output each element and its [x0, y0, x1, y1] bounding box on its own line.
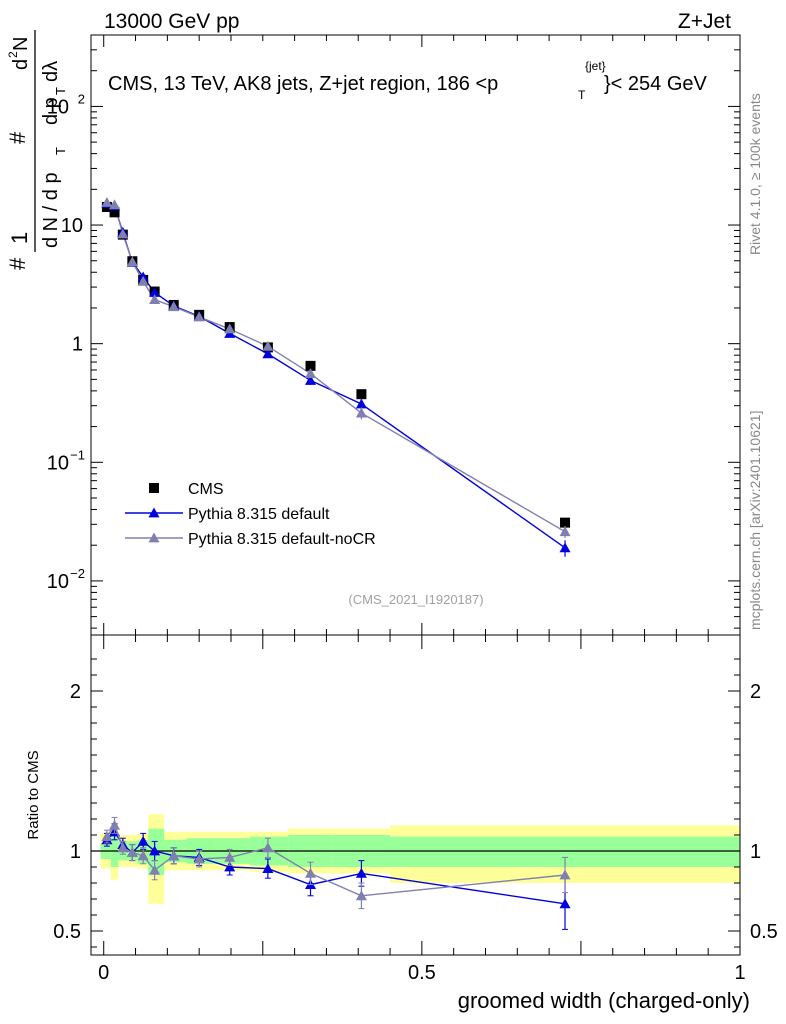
x-tick-label: 1: [734, 962, 745, 984]
bottom-panel: [91, 814, 740, 904]
nocr-ratio-point: [137, 850, 149, 861]
nocr-ratio-point: [117, 842, 129, 853]
nocr-point: [168, 301, 180, 312]
nocr-ratio-point: [126, 847, 138, 857]
y-tick-exponent: −1: [70, 447, 85, 462]
bottom-axis: 0.5 0.51 12 20 0.5 1: [53, 635, 778, 984]
ylabel-hash1: #: [5, 257, 30, 270]
y-tick-label: 10: [61, 215, 83, 237]
nocr-ratio-point: [355, 890, 367, 901]
ylabel-one: 1: [7, 232, 32, 244]
header-right: Z+Jet: [678, 10, 731, 33]
data-point: [305, 360, 316, 371]
y-tick-exponent: 2: [78, 91, 85, 106]
nocr-ratio-point: [559, 869, 571, 880]
nocr-ratio-point: [224, 851, 236, 862]
nocr-ratio-point: [168, 850, 180, 861]
ylabel-t2: T: [53, 87, 68, 95]
ylabel-dlam: dλ: [40, 61, 62, 82]
default-ratio-point: [559, 898, 571, 909]
y-tick-exponent: −2: [70, 566, 85, 581]
default-ratio-point: [224, 861, 236, 872]
nocr-ratio-point: [101, 831, 113, 841]
ylabel-d2: d: [10, 59, 32, 70]
legend-label-default: Pythia 8.315 default: [188, 506, 330, 523]
default-ratio-point: [355, 867, 367, 878]
bottom-series-layer: [101, 816, 571, 930]
panel-title-sup: {jet}: [585, 59, 606, 73]
default-point: [149, 286, 161, 297]
nocr-point: [262, 340, 274, 351]
nocr-point: [305, 368, 317, 378]
nocr-point: [224, 323, 236, 334]
rivet-version-label: Rivet 4.1.0, ≥ 100k events: [747, 93, 763, 255]
legend: CMS Pythia 8.315 default Pythia 8.315 defa…: [125, 481, 376, 548]
nocr-ratio-point: [262, 842, 274, 853]
ylabel-sq: 2: [6, 51, 20, 58]
ratio-tick-label-right: 0.5: [750, 921, 778, 943]
nocr-ratio-point: [109, 819, 121, 830]
default-point: [262, 348, 274, 359]
analysis-watermark: (CMS_2021_I1920187): [348, 592, 483, 607]
nocr-ratio-point: [193, 853, 205, 864]
default-point: [305, 374, 317, 385]
top-ylabel: # 1 d N / d p T # d p T dλ d 2 N: [5, 30, 68, 270]
nocr-point: [559, 526, 571, 537]
default-ratio-point: [262, 863, 274, 873]
y-tick-label: 10: [47, 571, 69, 593]
nocr-ratio-point: [149, 864, 161, 875]
uncertainty-band-inner: [103, 841, 111, 859]
ratio-tick-label-right: 2: [750, 681, 761, 703]
y-tick-label: 10: [47, 452, 69, 474]
default-ratio-point: [137, 835, 149, 846]
header-left: 13000 GeV pp: [104, 10, 239, 33]
ylabel-hash2: #: [5, 131, 30, 144]
ratio-tick-label-right: 1: [750, 841, 761, 863]
x-axis-label: groomed width (charged-only): [458, 988, 750, 1013]
panel-title-sub: T: [578, 88, 586, 102]
nocr-point: [137, 275, 149, 286]
legend-label-data: CMS: [188, 481, 224, 498]
panel-title-suffix: }< 254 GeV: [604, 73, 708, 95]
y-tick-label: 10: [47, 96, 69, 118]
legend-marker-data: [149, 483, 159, 493]
ylabel-t1: T: [53, 147, 68, 155]
x-tick-label: 0.5: [408, 962, 436, 984]
data-point: [109, 207, 120, 218]
y-tick-label: 1: [72, 334, 83, 356]
bottom-frame: [90, 634, 741, 956]
ratio-tick-label: 0.5: [53, 921, 81, 943]
legend-label-nocr: Pythia 8.315 default-noCR: [188, 531, 376, 548]
x-tick-label: 0: [98, 962, 109, 984]
ratio-ylabel: Ratio to CMS: [25, 750, 42, 839]
mcplots-label: mcplots.cern.ch [arXiv:2401.10621]: [747, 411, 763, 630]
ratio-tick-label: 2: [70, 681, 81, 703]
ylabel-N: N: [10, 37, 32, 51]
ylabel-dp: d p: [40, 97, 62, 125]
panel-title: CMS, 13 TeV, AK8 jets, Z+jet region, 186…: [108, 73, 498, 95]
data-point: [356, 389, 367, 400]
data-point: [560, 517, 571, 528]
nocr-line: [106, 201, 566, 533]
nocr-point: [193, 311, 205, 322]
default-line: [106, 202, 566, 549]
nocr-point: [126, 256, 138, 267]
nocr-point: [355, 407, 367, 418]
ratio-tick-label: 1: [70, 841, 81, 863]
nocr-point: [117, 228, 129, 239]
default-point: [355, 398, 367, 409]
nocr-point: [149, 294, 161, 305]
nocr-ratio-point: [305, 867, 317, 878]
nocr-point: [101, 196, 113, 207]
nocr-point: [109, 199, 121, 210]
top-series-layer: [101, 196, 571, 557]
default-point: [559, 542, 571, 553]
legend-marker-nocr: [148, 532, 160, 543]
default-ratio-point: [149, 845, 161, 856]
ylabel-dN: d N / d p: [40, 172, 62, 248]
legend-marker-default: [148, 507, 160, 518]
